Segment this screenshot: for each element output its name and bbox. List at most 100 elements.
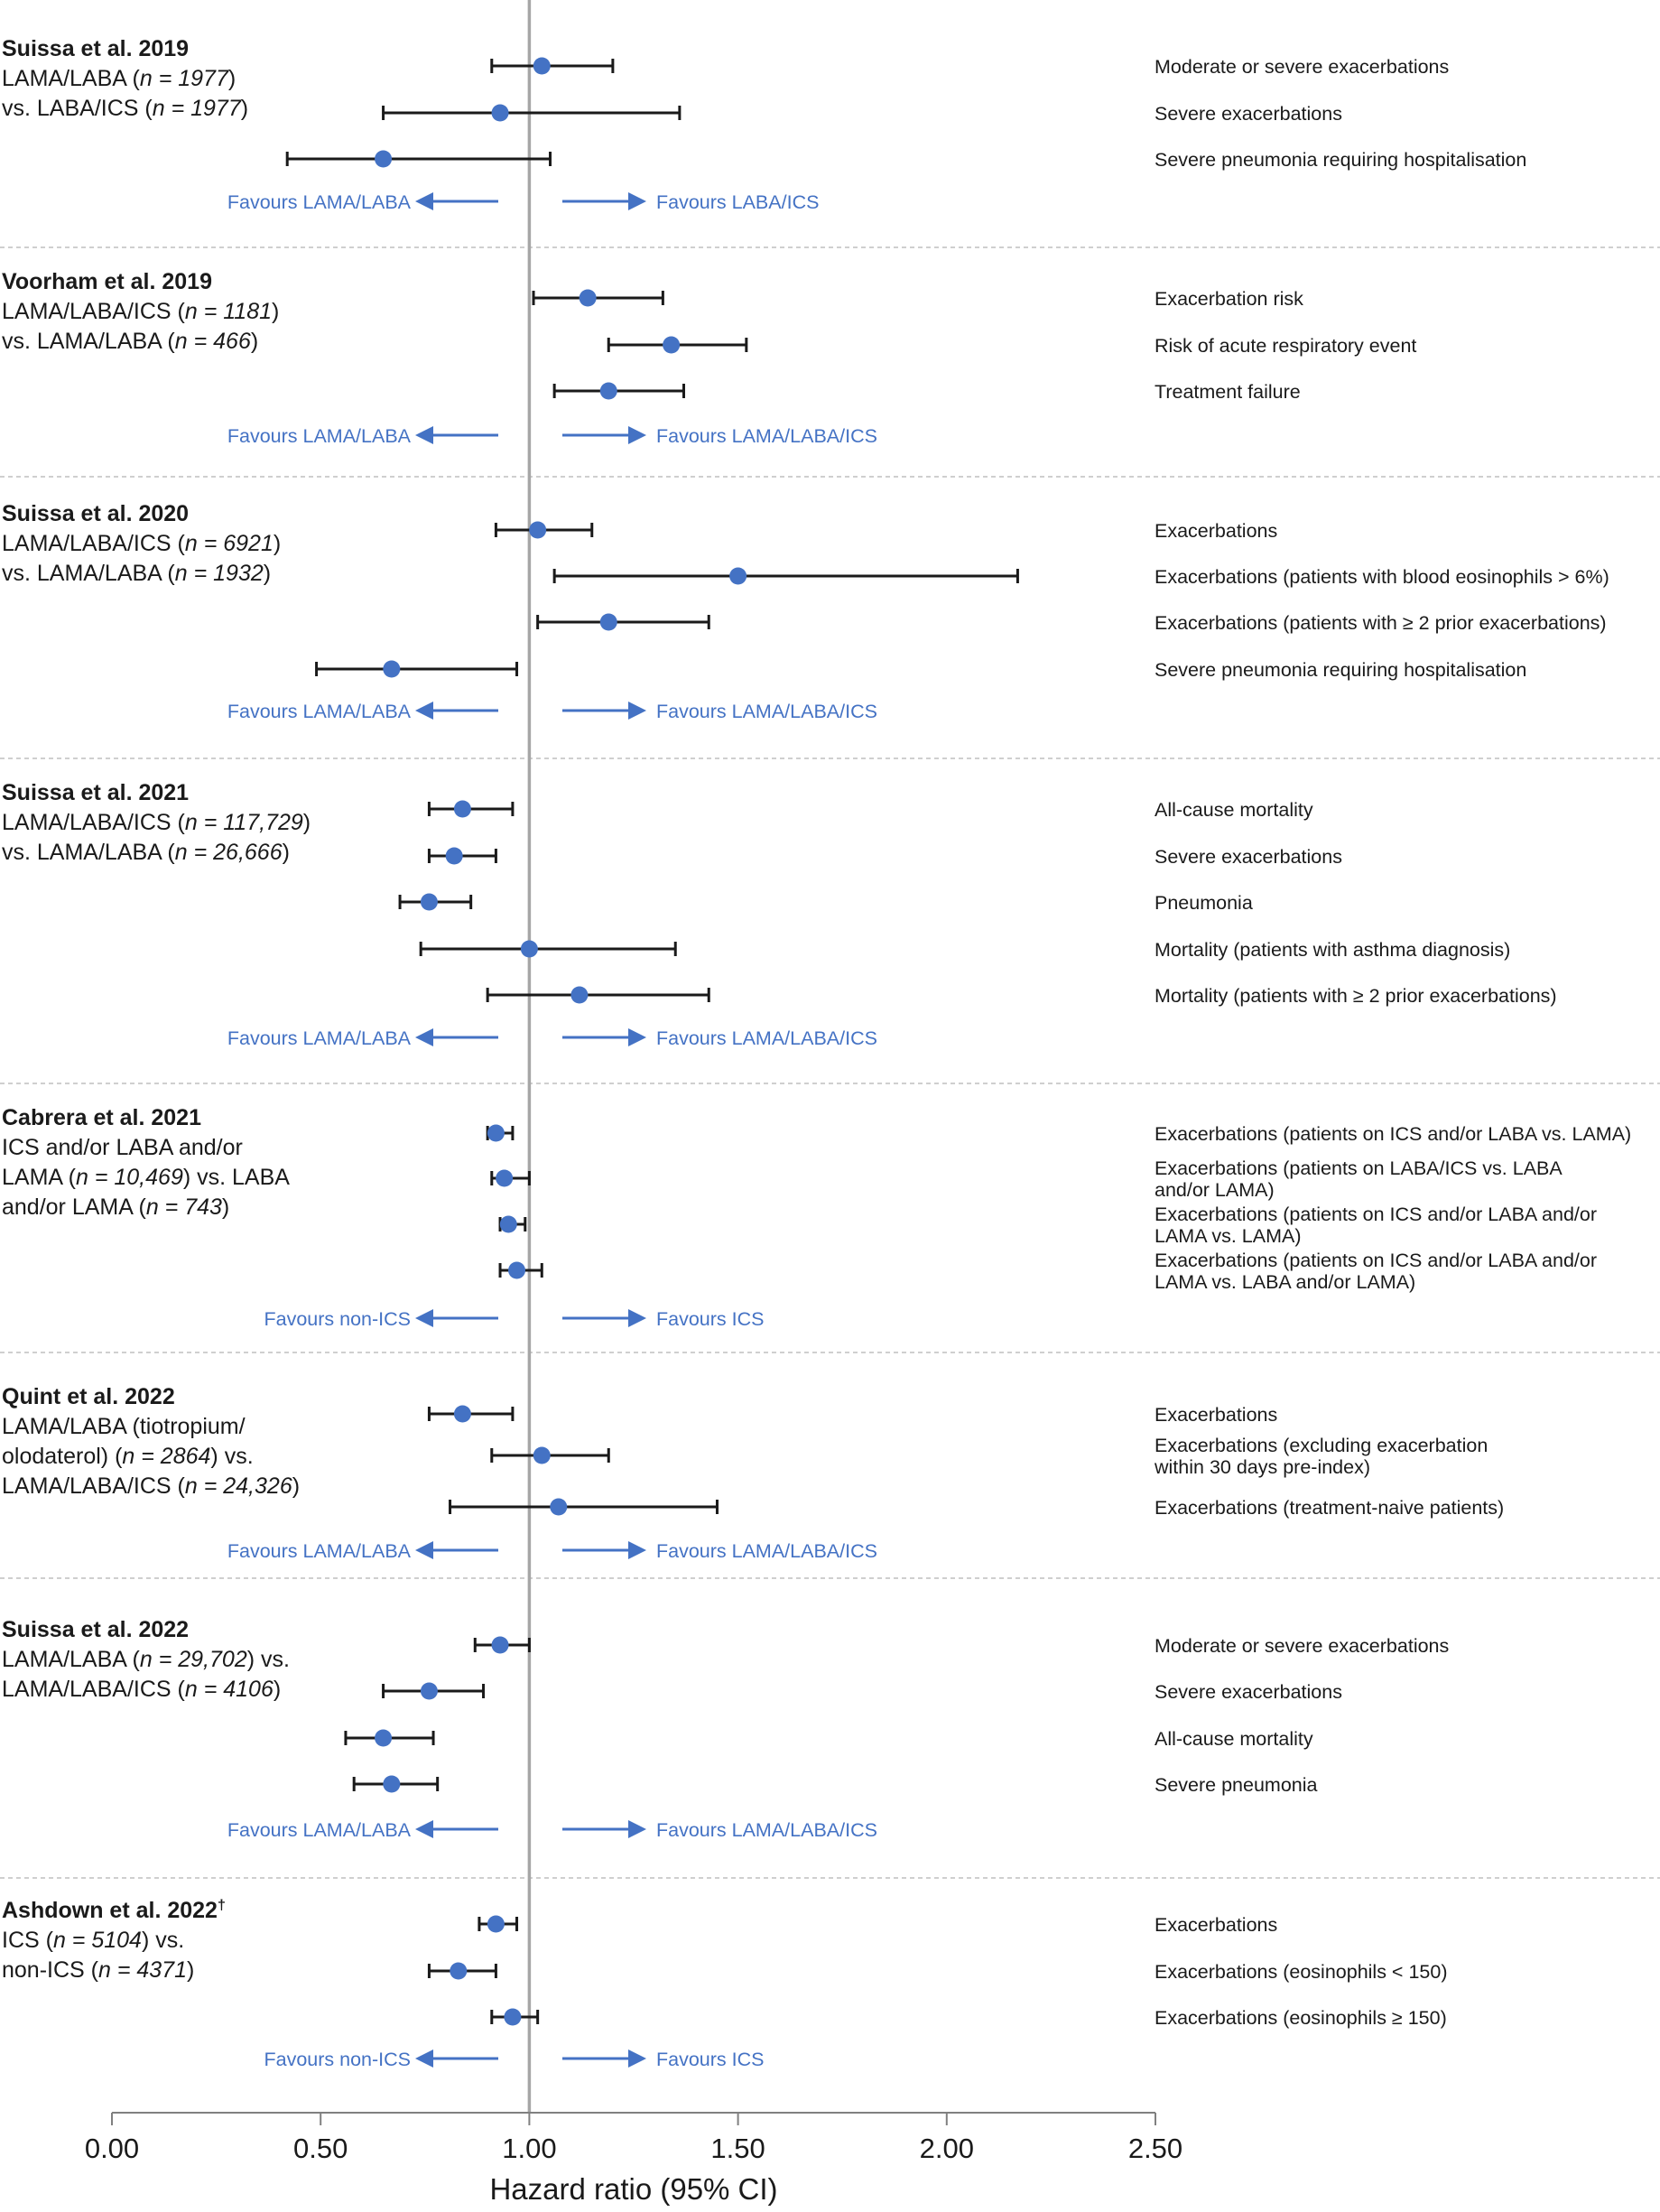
x-tick-label: 1.50: [710, 2133, 765, 2164]
study-description-line: and/or LAMA (n = 743): [2, 1194, 229, 1220]
favours-left-label: Favours LAMA/LABA: [227, 701, 412, 722]
outcome-label: Pneumonia: [1155, 892, 1253, 914]
study-panel: Suissa et al. 2021 LAMA/LABA/ICS (n = 117…: [2, 780, 1557, 1049]
favours-right-label: Favours LAMA/LABA/ICS: [656, 1540, 877, 1562]
arrow-right-icon: [628, 1028, 646, 1046]
arrow-left-icon: [415, 426, 433, 444]
study-panel: Cabrera et al. 2021 ICS and/or LABA and/o…: [2, 1105, 1631, 1330]
hazard-ratio-point: [450, 1962, 468, 1980]
outcome-label: LAMA vs. LAMA): [1155, 1225, 1302, 1247]
study-title: Ashdown et al. 2022†: [2, 1898, 226, 1923]
outcome-label: Severe pneumonia requiring hospitalisati…: [1155, 659, 1526, 681]
outcome-label: Exacerbations (eosinophils < 150): [1155, 1961, 1447, 1983]
study-description-line: ICS (n = 5104) vs.: [2, 1928, 184, 1953]
arrow-right-icon: [628, 1541, 646, 1559]
outcome-label: Exacerbations (patients on ICS and/or LA…: [1155, 1123, 1631, 1145]
hazard-ratio-point: [487, 1915, 505, 1933]
hazard-ratio-point: [533, 57, 551, 75]
study-description-line: LAMA/LABA (n = 29,702) vs.: [2, 1647, 290, 1672]
hazard-ratio-point: [453, 800, 471, 818]
arrow-left-icon: [415, 702, 433, 720]
favours-left-label: Favours LAMA/LABA: [227, 191, 412, 213]
study-description-line: LAMA/LABA/ICS (n = 1181): [2, 299, 279, 324]
hazard-ratio-point: [491, 1636, 509, 1654]
outcome-label: within 30 days pre-index): [1154, 1456, 1370, 1478]
study-title: Voorham et al. 2019: [2, 269, 212, 294]
favours-left-label: Favours non-ICS: [264, 2049, 411, 2070]
study-description-line: LAMA/LABA (tiotropium/: [2, 1414, 246, 1439]
outcome-label: Exacerbation risk: [1155, 288, 1303, 310]
favours-left-label: Favours LAMA/LABA: [227, 425, 412, 447]
study-description-line: LAMA/LABA (n = 1977): [2, 66, 236, 91]
arrow-left-icon: [415, 1541, 433, 1559]
outcome-label: Treatment failure: [1155, 381, 1301, 403]
outcome-label: Exacerbations (patients on ICS and/or LA…: [1155, 1204, 1597, 1225]
outcome-label: All-cause mortality: [1155, 799, 1313, 821]
outcome-label: Exacerbations: [1155, 520, 1277, 542]
hazard-ratio-point: [420, 1682, 438, 1700]
title-footnote-mark: †: [218, 1898, 226, 1913]
arrow-left-icon: [415, 1309, 433, 1327]
study-description-line: LAMA/LABA/ICS (n = 24,326): [2, 1473, 300, 1499]
favours-left-label: Favours LAMA/LABA: [227, 1819, 412, 1841]
hazard-ratio-point: [375, 150, 393, 168]
hazard-ratio-point: [663, 336, 681, 354]
outcome-label: Exacerbations (patients on ICS and/or LA…: [1155, 1250, 1597, 1271]
hazard-ratio-point: [499, 1215, 517, 1233]
study-panels: Suissa et al. 2019 LAMA/LABA (n = 1977) vs…: [2, 36, 1631, 2070]
panel-separators: [0, 246, 1660, 1879]
hazard-ratio-point: [453, 1405, 471, 1423]
study-title: Quint et al. 2022: [2, 1384, 175, 1409]
outcome-label: Exacerbations (eosinophils ≥ 150): [1155, 2007, 1447, 2029]
x-axis-title: Hazard ratio (95% CI): [489, 2172, 777, 2206]
study-title: Suissa et al. 2022: [2, 1617, 189, 1642]
outcome-label: Severe exacerbations: [1155, 846, 1342, 868]
arrow-left-icon: [415, 1820, 433, 1838]
hazard-ratio-point: [599, 382, 617, 400]
outcome-label: Exacerbations: [1155, 1914, 1277, 1936]
outcome-label: Moderate or severe exacerbations: [1155, 1635, 1449, 1657]
hazard-ratio-point: [570, 986, 589, 1004]
study-description-line: LAMA (n = 10,469) vs. LABA: [2, 1165, 290, 1190]
study-description-line: vs. LAMA/LABA (n = 466): [2, 329, 258, 354]
hazard-ratio-point: [487, 1124, 505, 1142]
study-panel: Suissa et al. 2022 LAMA/LABA (n = 29,702)…: [2, 1617, 1449, 1841]
study-panel: Suissa et al. 2020 LAMA/LABA/ICS (n = 692…: [2, 501, 1609, 722]
hazard-ratio-point: [496, 1169, 514, 1187]
study-panel: Suissa et al. 2019 LAMA/LABA (n = 1977) vs…: [2, 36, 1526, 213]
study-description-line: vs. LABA/ICS (n = 1977): [2, 96, 248, 121]
study-description-line: vs. LAMA/LABA (n = 26,666): [2, 840, 290, 865]
hazard-ratio-point: [550, 1498, 568, 1516]
favours-left-label: Favours non-ICS: [264, 1308, 411, 1330]
favours-right-label: Favours ICS: [656, 2049, 764, 2070]
arrow-left-icon: [415, 1028, 433, 1046]
outcome-label: All-cause mortality: [1155, 1728, 1313, 1750]
favours-right-label: Favours ICS: [656, 1308, 764, 1330]
hazard-ratio-point: [445, 847, 463, 865]
favours-right-label: Favours LABA/ICS: [656, 191, 819, 213]
study-panel: Voorham et al. 2019 LAMA/LABA/ICS (n = 11…: [2, 269, 1416, 447]
outcome-label: Exacerbations (patients on LABA/ICS vs. …: [1155, 1157, 1563, 1179]
outcome-label: and/or LAMA): [1155, 1179, 1275, 1201]
outcome-label: Exacerbations (patients with blood eosin…: [1155, 566, 1609, 588]
arrow-right-icon: [628, 426, 646, 444]
study-description-line: LAMA/LABA/ICS (n = 6921): [2, 531, 281, 556]
x-tick-label: 2.50: [1128, 2133, 1182, 2164]
arrow-right-icon: [628, 192, 646, 210]
hazard-ratio-point: [375, 1729, 393, 1747]
x-tick-label: 2.00: [920, 2133, 974, 2164]
outcome-label: Moderate or severe exacerbations: [1155, 56, 1449, 78]
outcome-label: LAMA vs. LABA and/or LAMA): [1155, 1271, 1415, 1293]
study-description-line: olodaterol) (n = 2864) vs.: [2, 1444, 254, 1469]
hazard-ratio-point: [420, 893, 438, 911]
outcome-label: Severe exacerbations: [1155, 103, 1342, 125]
hazard-ratio-point: [533, 1446, 551, 1464]
favours-right-label: Favours LAMA/LABA/ICS: [656, 1819, 877, 1841]
outcome-label: Exacerbations (patients with ≥ 2 prior e…: [1155, 612, 1607, 634]
study-panel: Quint et al. 2022 LAMA/LABA (tiotropium/o…: [2, 1384, 1504, 1562]
outcome-label: Mortality (patients with asthma diagnosi…: [1155, 939, 1510, 961]
outcome-label: Risk of acute respiratory event: [1155, 335, 1416, 357]
study-description-line: non-ICS (n = 4371): [2, 1957, 194, 1983]
outcome-label: Exacerbations (excluding exacerbation: [1155, 1435, 1488, 1456]
